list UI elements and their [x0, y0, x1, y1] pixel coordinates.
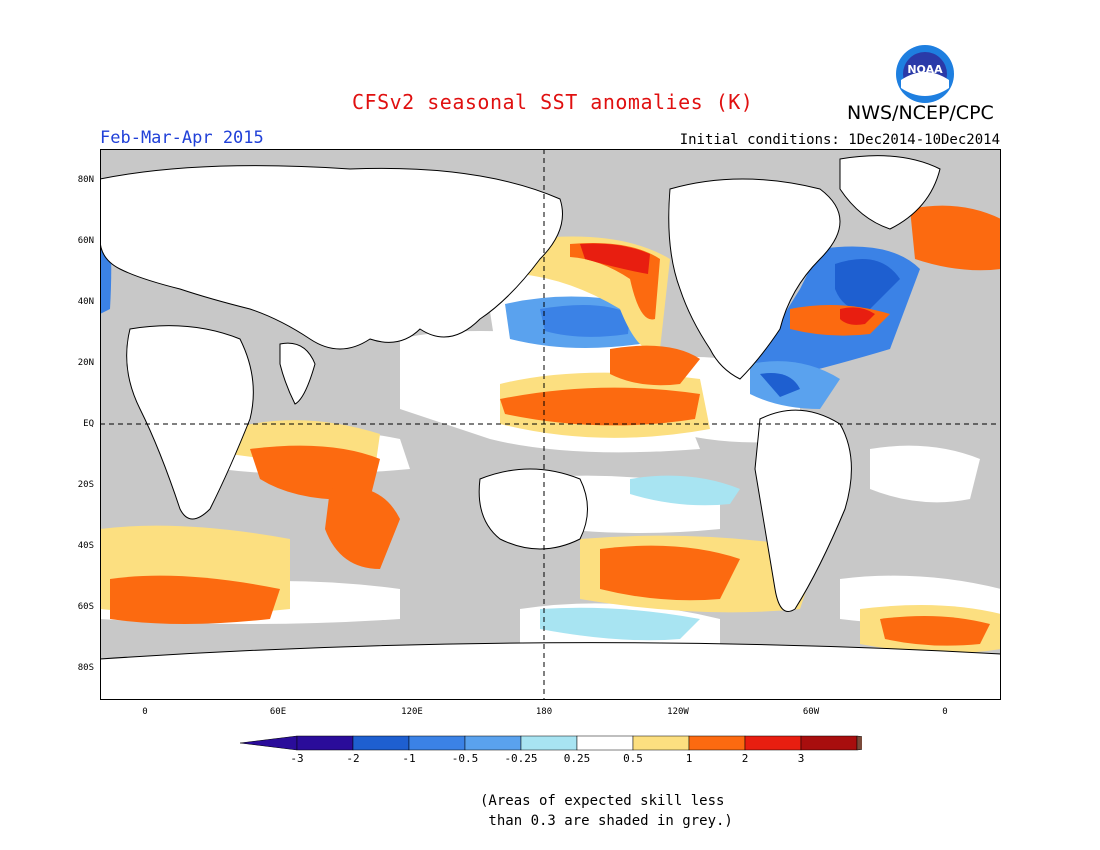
lon-label-120e: 120E	[401, 707, 423, 717]
lon-label-120w: 120W	[667, 707, 689, 717]
colorbar-label: 2	[741, 752, 749, 765]
colorbar-segment	[744, 735, 802, 751]
positive-anomaly-regions	[100, 195, 1001, 653]
lat-label-60n: 60N	[77, 236, 94, 246]
lon-label-60e: 60E	[269, 707, 287, 717]
agency-label: NWS/NCEP/CPC	[847, 102, 994, 124]
colorbar-label: 0.5	[623, 752, 643, 765]
colorbar-segment	[800, 735, 858, 751]
colorbar-label: 1	[685, 752, 693, 765]
lon-label-0: 0	[142, 707, 148, 717]
colorbar-segment	[408, 735, 466, 751]
colorbar-label: -0.25	[504, 752, 538, 765]
colorbar-high-extension	[856, 735, 915, 751]
colorbar-label: -2	[346, 752, 360, 765]
lat-label-eq: EQ	[83, 419, 94, 429]
lat-label-60s: 60S	[77, 602, 94, 612]
land-masses	[100, 155, 1001, 700]
colorbar-segment	[520, 735, 578, 751]
lat-label-20n: 20N	[77, 358, 94, 368]
colorbar-label: -1	[402, 752, 416, 765]
lat-label-80n: 80N	[77, 175, 94, 185]
sst-anomaly-map	[100, 149, 1001, 700]
skill-note: (Areas of expected skill less than 0.3 a…	[480, 793, 733, 829]
map-frame	[100, 149, 1001, 700]
noaa-logo: NOAA	[895, 44, 955, 104]
lon-label-0-east: 0	[942, 707, 948, 717]
colorbar-segment	[632, 735, 690, 751]
colorbar-segment	[296, 735, 354, 751]
colorbar-segment	[688, 735, 746, 751]
colorbar-svg	[239, 735, 915, 751]
lon-label-60w: 60W	[802, 707, 820, 717]
noaa-logo-text: NOAA	[907, 63, 943, 76]
lon-label-180: 180	[535, 707, 553, 717]
lat-label-80s: 80S	[77, 663, 94, 673]
colorbar-label: -0.5	[451, 752, 479, 765]
colorbar-segment	[464, 735, 522, 751]
colorbar-low-extension	[239, 735, 298, 751]
chart-title: CFSv2 seasonal SST anomalies (K)	[352, 90, 754, 114]
colorbar-segment	[352, 735, 410, 751]
season-label: Feb-Mar-Apr 2015	[100, 128, 264, 148]
initial-conditions-label: Initial conditions: 1Dec2014-10Dec2014	[679, 132, 1000, 148]
colorbar-label: 3	[797, 752, 805, 765]
lat-label-20s: 20S	[77, 480, 94, 490]
colorbar-label: -3	[290, 752, 304, 765]
lat-label-40s: 40S	[77, 541, 94, 551]
colorbar	[239, 733, 915, 753]
lat-label-40n: 40N	[77, 297, 94, 307]
map-svg	[100, 149, 1001, 700]
colorbar-label: 0.25	[563, 752, 591, 765]
colorbar-segment	[576, 735, 634, 751]
